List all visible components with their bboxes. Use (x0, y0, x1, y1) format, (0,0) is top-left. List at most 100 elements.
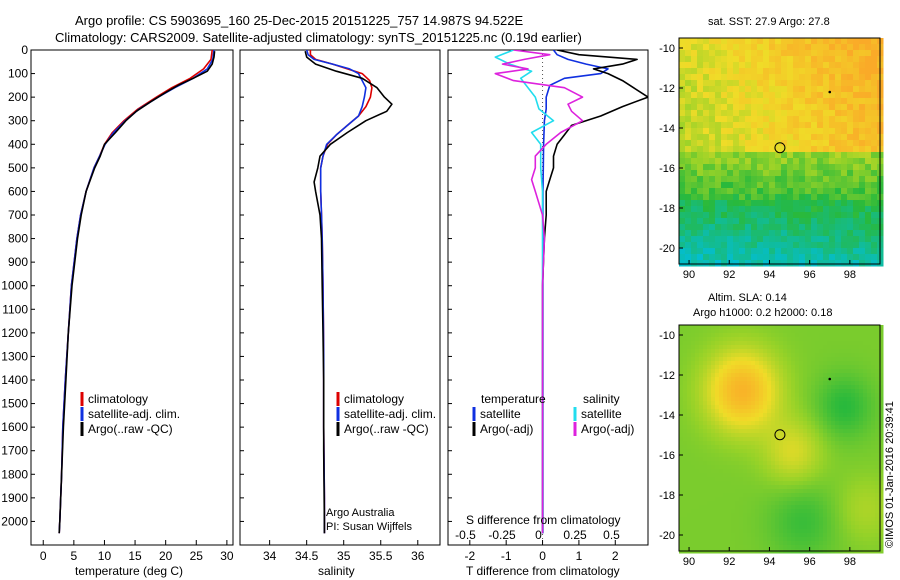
map-cell (871, 86, 878, 93)
map-cell (799, 74, 806, 81)
map-cell (747, 353, 752, 358)
map-cell (691, 441, 696, 446)
map-cell (875, 329, 880, 334)
map-cell (703, 152, 710, 159)
map-cell (829, 182, 836, 189)
map-cell (803, 505, 808, 510)
map-cell (707, 325, 712, 330)
map-cell (851, 421, 856, 426)
map-cell (715, 377, 720, 382)
map-cell (847, 345, 852, 350)
map-cell (791, 429, 796, 434)
map-cell (763, 381, 768, 386)
map-cell (853, 128, 860, 135)
map-cell (763, 413, 768, 418)
map-cell (791, 417, 796, 422)
map-cell (779, 345, 784, 350)
map-cell (739, 381, 744, 386)
map-cell (799, 393, 804, 398)
map-cell (835, 140, 842, 147)
map-cell (715, 38, 722, 45)
map-cell (879, 381, 884, 386)
map-cell (851, 537, 856, 542)
map-cell (739, 473, 744, 478)
map-cell (831, 517, 836, 522)
map-cell (799, 381, 804, 386)
map-cell (791, 505, 796, 510)
map-cell (843, 449, 848, 454)
map-cell (723, 373, 728, 378)
map-cell (815, 521, 820, 526)
map-cell (775, 333, 780, 338)
map-cell (763, 489, 768, 494)
map-cell (727, 517, 732, 522)
map-cell (783, 361, 788, 366)
map-cell (743, 525, 748, 530)
series-line-satellite-adj-clim- (58, 50, 215, 534)
map-cell (847, 517, 852, 522)
map-cell (831, 377, 836, 382)
map-cell (827, 493, 832, 498)
map-cell (819, 345, 824, 350)
map-cell (703, 401, 708, 406)
map-cell (751, 421, 756, 426)
map-cell (783, 333, 788, 338)
map-cell (779, 529, 784, 534)
map-cell (787, 505, 792, 510)
map-cell (815, 477, 820, 482)
map-cell (727, 44, 734, 51)
map-cell (855, 525, 860, 530)
map-cell (875, 417, 880, 422)
map-cell (723, 405, 728, 410)
map-cell (817, 92, 824, 99)
map-cell (847, 140, 854, 147)
map-cell (871, 353, 876, 358)
map-cell (679, 329, 684, 334)
map-x-tick-label: 92 (723, 269, 735, 281)
map-cell (775, 477, 780, 482)
map-cell (791, 533, 796, 538)
map-cell (711, 353, 716, 358)
map-cell (791, 509, 796, 514)
map-cell (755, 433, 760, 438)
map-cell (847, 473, 852, 478)
map-cell (829, 218, 836, 225)
map-cell (727, 521, 732, 526)
map-cell (683, 377, 688, 382)
map-cell (879, 429, 884, 434)
map-cell (803, 337, 808, 342)
map-cell (865, 182, 872, 189)
map-cell (839, 341, 844, 346)
map-cell (879, 365, 884, 370)
map-cell (751, 158, 758, 165)
map-cell (847, 381, 852, 386)
map-cell (791, 485, 796, 490)
map-cell (799, 104, 806, 111)
map-cell (781, 164, 788, 171)
map-cell (875, 537, 880, 542)
map-cell (803, 533, 808, 538)
map-cell (791, 517, 796, 522)
map-cell (865, 242, 872, 249)
map-cell (767, 477, 772, 482)
map-cell (871, 333, 876, 338)
map-cell (751, 260, 758, 267)
map-cell (787, 449, 792, 454)
map-cell (803, 409, 808, 414)
map-cell (851, 477, 856, 482)
map-cell (731, 481, 736, 486)
map-cell (745, 242, 752, 249)
legend-label-sal-satellite: satellite (581, 407, 622, 421)
map-cell (739, 206, 746, 213)
map-cell (739, 385, 744, 390)
map-cell (771, 513, 776, 518)
map-cell (687, 493, 692, 498)
map-cell (843, 341, 848, 346)
map-cell (699, 373, 704, 378)
map-cell (843, 501, 848, 506)
map-cell (791, 497, 796, 502)
map-cell (817, 146, 824, 153)
map-cell (831, 325, 836, 330)
map-cell (775, 501, 780, 506)
map-cell (719, 529, 724, 534)
